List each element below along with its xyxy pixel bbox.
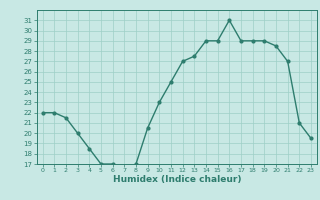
X-axis label: Humidex (Indice chaleur): Humidex (Indice chaleur)	[113, 175, 241, 184]
